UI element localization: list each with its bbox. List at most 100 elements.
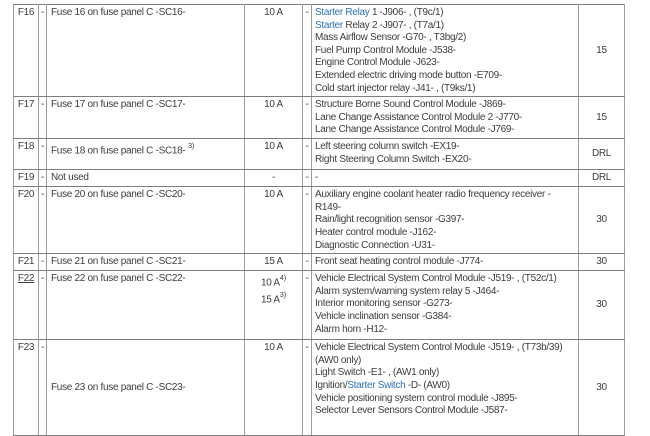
dash-right-cell: - xyxy=(302,186,312,255)
components-cell: Left steering column switch -EX19- Right … xyxy=(311,138,579,171)
fuse-description: Fuse 17 on fuse panel C -SC17- xyxy=(51,99,186,111)
component-line: Light Switch -E1- , (AW1 only) xyxy=(315,367,574,380)
component-line: Auxiliary engine coolant heater radio fr… xyxy=(315,189,574,214)
value-cell: 30 xyxy=(578,339,625,436)
component-text: Cold start injector relay -J41- , (T9ks/… xyxy=(315,82,476,94)
fuse-id-cell: F20 xyxy=(13,186,39,255)
amperage-line: 10 A xyxy=(264,99,283,111)
fuse-id-label: F16 xyxy=(17,7,35,18)
table-row: F16- Fuse 16 on fuse panel C -SC16- 10 A-S… xyxy=(13,3,625,98)
amperage-cell: 10 A xyxy=(244,339,303,436)
table-row: F20- Fuse 20 on fuse panel C -SC20- 10 A-A… xyxy=(13,186,625,255)
component-text: Lane Change Assistance Control Module -J… xyxy=(315,124,515,136)
fuse-table: F16- Fuse 16 on fuse panel C -SC16- 10 A-S… xyxy=(13,3,625,436)
component-line: Left steering column switch -EX19- xyxy=(315,141,574,154)
dash-left-cell: - xyxy=(38,339,47,436)
value-cell: DRL xyxy=(578,138,625,171)
fuse-description-cell: Fuse 16 on fuse panel C -SC16- xyxy=(46,3,245,98)
fuse-id-cell: F17 xyxy=(13,96,39,140)
fuse-description-cell: Fuse 20 on fuse panel C -SC20- xyxy=(46,186,245,255)
amperage-cell: 10 A xyxy=(244,96,303,140)
component-text: Alarm horn -H12- xyxy=(315,323,387,335)
value-cell: 30 xyxy=(578,270,625,341)
fuse-description: Fuse 18 on fuse panel C -SC18- xyxy=(51,145,188,157)
amperage-line: 10 A xyxy=(264,141,283,153)
dash-left-cell: - xyxy=(38,3,47,98)
component-text: - xyxy=(315,172,319,184)
fuse-id-cell: F22 xyxy=(13,270,39,341)
component-line: Vehicle positioning system control modul… xyxy=(315,393,574,406)
fuse-description: Not used xyxy=(51,172,89,184)
component-line: Front seat heating control module -J774- xyxy=(315,256,574,269)
amperage-line: 10 A xyxy=(264,189,283,201)
components-cell: - xyxy=(311,169,579,188)
amperage-line: - xyxy=(271,172,276,184)
dash-left-cell: - xyxy=(38,270,47,341)
footnote-ref: 3) xyxy=(187,141,195,151)
value-cell: 15 xyxy=(578,3,625,98)
component-text: -D- (AW0) xyxy=(405,379,450,391)
dash-left-cell: - xyxy=(38,138,47,171)
amperage-cell: - xyxy=(244,169,303,188)
fuse-description-cell: Fuse 17 on fuse panel C -SC17- xyxy=(46,96,245,140)
fuse-description-cell: Fuse 22 on fuse panel C -SC22- xyxy=(46,270,245,341)
fuse-id-label: F23 xyxy=(17,342,35,354)
component-link[interactable]: Starter Switch xyxy=(347,379,406,391)
component-text: Alarm system/warning system relay 5 -J46… xyxy=(315,285,500,297)
fuse-description-cell: Not used xyxy=(46,169,245,188)
table-row: F22- Fuse 22 on fuse panel C -SC22- 10 A4)… xyxy=(13,270,625,341)
fuse-id-cell: F21 xyxy=(13,253,39,272)
component-line: Lane Change Assistance Control Module -J… xyxy=(315,124,574,137)
component-text: Vehicle inclination sensor -G384- xyxy=(315,310,452,322)
amperage-cell: 15 A xyxy=(244,253,303,272)
component-line: Diagnostic Connection -U31- xyxy=(315,240,574,253)
component-text: Extended electric driving mode button -E… xyxy=(315,69,502,81)
fuse-description: Fuse 21 on fuse panel C -SC21- xyxy=(51,256,186,268)
dash-right-cell: - xyxy=(302,138,312,171)
dash-right-cell: - xyxy=(302,270,312,341)
fuse-description-cell: Fuse 23 on fuse panel C -SC23- xyxy=(46,339,245,436)
amperage-cell: 10 A xyxy=(244,138,303,171)
component-line: Cold start injector relay -J41- , (T9ks/… xyxy=(315,83,574,96)
component-text: Rain/light recognition sensor -G397- xyxy=(315,214,465,226)
amperage-line: 15 A3) xyxy=(260,290,287,306)
component-link[interactable]: Starter Relay xyxy=(315,7,370,18)
component-line: Mass Airflow Sensor -G70- , T3bg/2) xyxy=(315,32,574,45)
value-cell: 30 xyxy=(578,186,625,255)
fuse-table-body: F16- Fuse 16 on fuse panel C -SC16- 10 A-S… xyxy=(13,3,625,436)
component-line: Fuel Pump Control Module -J538- xyxy=(315,45,574,58)
component-link[interactable]: Starter xyxy=(315,19,343,31)
fuse-id-label: F21 xyxy=(17,256,35,268)
fuse-description-cell: Fuse 21 on fuse panel C -SC21- xyxy=(46,253,245,272)
dash-right-cell: - xyxy=(302,96,312,140)
component-text: Front seat heating control module -J774- xyxy=(315,256,484,268)
components-cell: Starter Relay 1 -J906- , (T9c/1) Starter … xyxy=(311,3,579,98)
fuse-id-cell: F18 xyxy=(13,138,39,171)
component-text: Lane Change Assistance Control Module 2 … xyxy=(315,111,522,123)
component-line: Engine Control Module -J623- xyxy=(315,57,574,70)
component-line: Vehicle inclination sensor -G384- xyxy=(315,311,574,324)
component-line: Structure Borne Sound Control Module -J8… xyxy=(315,99,574,112)
fuse-description: Fuse 22 on fuse panel C -SC22- xyxy=(51,273,186,285)
amperage-cell: 10 A xyxy=(244,3,303,98)
component-line: Lane Change Assistance Control Module 2 … xyxy=(315,112,574,125)
component-line: Vehicle Electrical System Control Module… xyxy=(315,273,574,286)
amperage-cell: 10 A xyxy=(244,186,303,255)
component-text: Interior monitoring sensor -G273- xyxy=(315,298,453,310)
component-text: Structure Borne Sound Control Module -J8… xyxy=(315,99,506,111)
fuse-id-label: F22 xyxy=(17,273,35,285)
dash-left-cell: - xyxy=(38,186,47,255)
component-line: Interior monitoring sensor -G273- xyxy=(315,298,574,311)
component-text: Auxiliary engine coolant heater radio fr… xyxy=(315,189,551,213)
table-row: F18- Fuse 18 on fuse panel C -SC18- 3) 10 … xyxy=(13,138,625,171)
value-cell: 15 xyxy=(578,96,625,140)
amperage-line: 10 A xyxy=(264,7,283,18)
component-text: Relay 2 -J907- , (T7a/1) xyxy=(342,19,444,31)
fuse-id-cell: F19 xyxy=(13,169,39,188)
table-row: F19- Not used - - - DRL xyxy=(13,169,625,188)
dash-right-cell: - xyxy=(302,3,312,98)
component-text: Fuel Pump Control Module -J538- xyxy=(315,44,456,56)
component-line: Starter Relay 1 -J906- , (T9c/1) xyxy=(315,7,574,20)
table-row: F17- Fuse 17 on fuse panel C -SC17- 10 A-S… xyxy=(13,96,625,140)
components-cell: Front seat heating control module -J774- xyxy=(311,253,579,272)
